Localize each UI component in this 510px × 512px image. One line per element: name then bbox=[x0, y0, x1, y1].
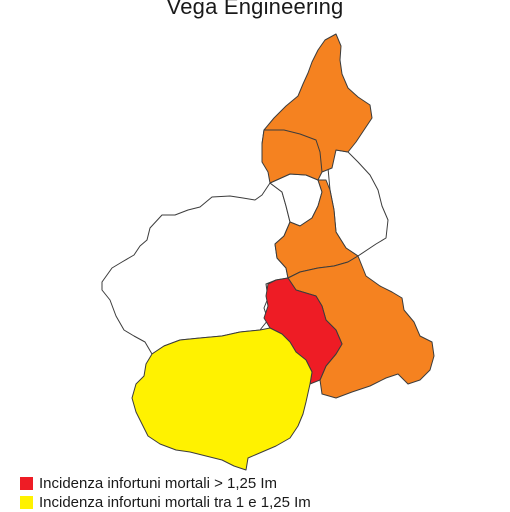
legend-label: Incidenza infortuni mortali > 1,25 Im bbox=[39, 475, 278, 492]
region-torino[interactable] bbox=[101, 182, 291, 355]
legend-item-over-1-25: Incidenza infortuni mortali > 1,25 Im bbox=[20, 474, 311, 493]
legend: Incidenza infortuni mortali > 1,25 Im In… bbox=[20, 474, 311, 512]
legend-swatch-red bbox=[20, 477, 33, 490]
legend-item-between-1-and-1-25: Incidenza infortuni mortali tra 1 e 1,25… bbox=[20, 493, 311, 512]
region-cuneo[interactable] bbox=[131, 327, 313, 471]
map-title: Vega Engineering bbox=[166, 0, 344, 19]
legend-swatch-yellow bbox=[20, 496, 33, 509]
region-vercelli-north[interactable] bbox=[261, 129, 323, 184]
legend-label: Incidenza infortuni mortali tra 1 e 1,25… bbox=[39, 494, 311, 511]
region-asti[interactable] bbox=[263, 277, 343, 385]
